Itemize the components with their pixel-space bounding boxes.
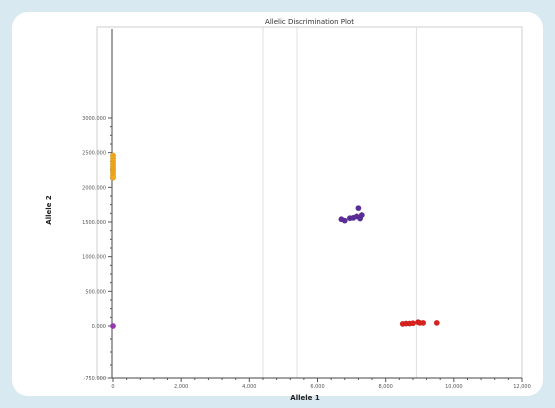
x-axis-title: Allele 1 [290, 394, 320, 402]
x-tick-label: 12,000 [513, 384, 531, 390]
x-tick-label: 6,000 [310, 384, 324, 390]
y-tick-label: 0.000 [92, 324, 106, 330]
grid-lines [262, 27, 417, 378]
y-tick-label: 500.000 [85, 289, 106, 295]
data-point-series-3 [433, 319, 440, 326]
y-tick-label: 1500.000 [82, 220, 106, 226]
y-tick-label: -750.000 [84, 376, 106, 382]
chart-title: Allelic Discrimination Plot [265, 18, 354, 26]
x-tick-label: 2,000 [174, 384, 188, 390]
x-tick-label: 4,000 [242, 384, 256, 390]
x-tick-label: 0 [111, 384, 114, 390]
y-tick-label: 2000.000 [82, 185, 106, 191]
data-point-series-1 [109, 323, 116, 330]
y-tick-label: 1000.000 [82, 255, 106, 261]
x-tick-label: 10,000 [445, 384, 463, 390]
data-point-series-3 [409, 320, 416, 327]
plot-area [96, 26, 523, 379]
data-point-series-2 [358, 212, 365, 219]
axes: -750.000 0.000 500.000 1000.000 1500.000 2000… [82, 29, 531, 390]
y-tick-label: 3000.000 [82, 116, 106, 122]
data-points [109, 152, 440, 330]
data-point-series-3 [420, 319, 427, 326]
y-tick-label: 2500.000 [82, 151, 106, 157]
x-tick-label: 8,000 [379, 384, 393, 390]
data-point-series-2 [341, 217, 348, 224]
y-axis-title: Allele 2 [45, 195, 53, 225]
data-point-series-2 [355, 205, 362, 212]
data-point-series-0 [109, 174, 116, 181]
